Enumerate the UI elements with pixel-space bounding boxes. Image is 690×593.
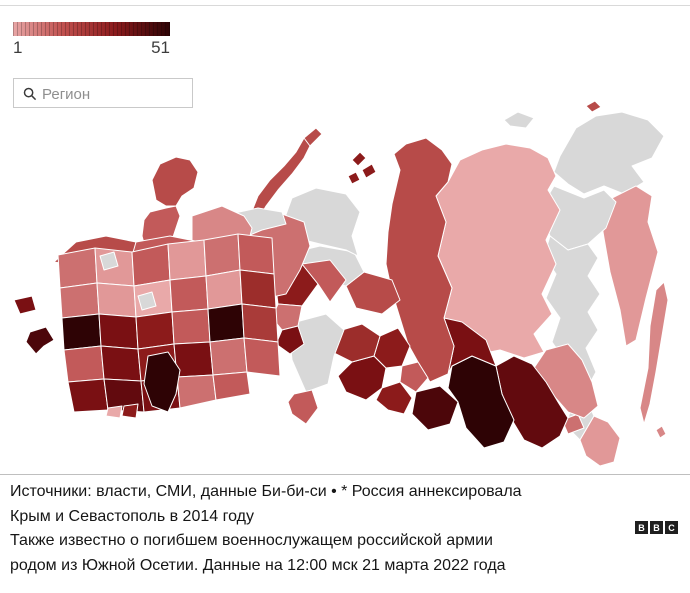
map-region[interactable] xyxy=(579,415,621,467)
map-region[interactable] xyxy=(655,425,667,439)
source-line: Крым и Севастополь в 2014 году xyxy=(10,507,254,525)
source-note: Источники: власти, СМИ, данные Би-би-си … xyxy=(10,480,650,578)
map-region[interactable] xyxy=(212,371,251,401)
map-region[interactable] xyxy=(63,345,105,383)
bbc-logo-block: C xyxy=(665,521,678,534)
map-region[interactable] xyxy=(143,351,181,413)
map-region[interactable] xyxy=(375,381,413,415)
map-region[interactable] xyxy=(237,233,275,275)
map-region[interactable] xyxy=(385,137,455,383)
map-region[interactable] xyxy=(399,361,429,393)
map-region[interactable] xyxy=(25,326,55,355)
map-region[interactable] xyxy=(98,313,139,350)
map-region[interactable] xyxy=(209,337,248,376)
map-region[interactable] xyxy=(100,345,142,382)
map-region[interactable] xyxy=(585,100,602,113)
map-region[interactable] xyxy=(57,247,98,289)
legend-labels: 1 51 xyxy=(13,38,170,60)
bbc-logo: B B C xyxy=(635,521,678,534)
map-region[interactable] xyxy=(351,151,367,167)
map-region[interactable] xyxy=(241,303,279,343)
map-region[interactable] xyxy=(301,259,347,303)
map-region[interactable] xyxy=(347,171,361,185)
map-region[interactable] xyxy=(61,313,102,351)
map-region[interactable] xyxy=(553,111,665,195)
map-region[interactable] xyxy=(135,311,175,350)
map-region[interactable] xyxy=(99,251,119,271)
map-region[interactable] xyxy=(243,337,281,377)
map-region[interactable] xyxy=(121,403,139,419)
source-line: родом из Южной Осетии. Данные на 12:00 м… xyxy=(10,556,506,574)
region-search-input[interactable] xyxy=(40,80,192,108)
search-icon xyxy=(23,87,37,101)
map-region[interactable] xyxy=(137,291,157,311)
legend-min-label: 1 xyxy=(13,38,23,57)
map-region[interactable] xyxy=(169,275,209,313)
map-region[interactable] xyxy=(207,303,245,343)
legend-max-label: 51 xyxy=(151,38,170,57)
map-region[interactable] xyxy=(503,111,535,129)
map-region[interactable] xyxy=(167,239,207,281)
map-region[interactable] xyxy=(96,282,137,318)
legend-gradient-stripes xyxy=(13,22,170,36)
map-region[interactable] xyxy=(105,405,123,419)
map-region[interactable] xyxy=(59,282,100,319)
map-region[interactable] xyxy=(171,308,211,345)
map-region[interactable] xyxy=(599,185,659,347)
source-line: Источники: власти, СМИ, данные Би-би-си … xyxy=(10,483,522,500)
map-region[interactable] xyxy=(176,374,217,409)
map-region[interactable] xyxy=(361,163,377,179)
map-region[interactable] xyxy=(303,127,323,147)
map-region[interactable] xyxy=(287,389,319,425)
source-line: Также известно о погибшем военнослужащем… xyxy=(10,532,493,550)
region-search-box[interactable] xyxy=(13,78,193,108)
footer-divider xyxy=(0,474,690,475)
legend-gradient-bar xyxy=(13,22,170,36)
map-region[interactable] xyxy=(239,269,277,309)
map-region[interactable] xyxy=(205,269,243,310)
map-region[interactable] xyxy=(131,243,171,287)
bbc-logo-block: B xyxy=(635,521,648,534)
map-region[interactable] xyxy=(151,156,199,207)
map-region[interactable] xyxy=(67,378,109,413)
map-region[interactable] xyxy=(13,295,37,315)
map-region[interactable] xyxy=(203,233,241,277)
top-divider xyxy=(0,5,690,6)
map-region[interactable] xyxy=(411,385,459,431)
bbc-logo-block: B xyxy=(650,521,663,534)
map-region[interactable] xyxy=(639,281,669,425)
